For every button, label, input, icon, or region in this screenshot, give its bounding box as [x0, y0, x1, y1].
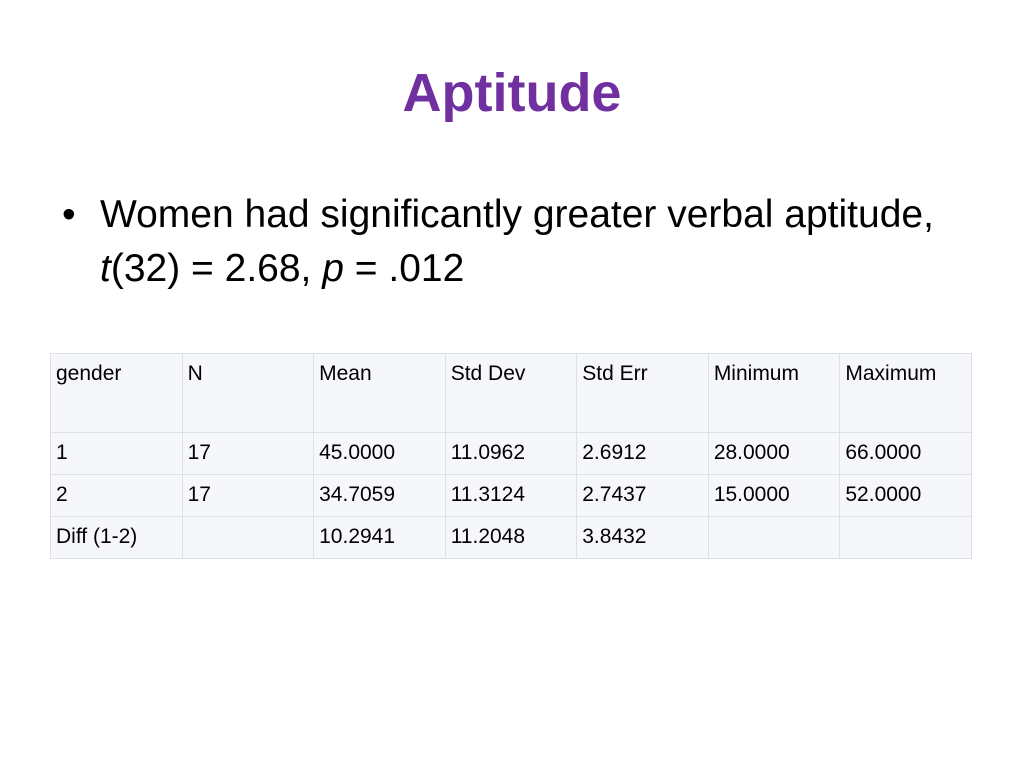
table-cell: 11.3124	[444, 474, 578, 517]
table-cell: 15.0000	[707, 474, 841, 517]
table-row: 2 17 34.7059 11.3124 2.7437 15.0000 52.0000	[50, 474, 972, 517]
table-cell: 66.0000	[839, 432, 972, 475]
table-body: gender N Mean Std Dev Std Err Minimum Maximum 1…	[50, 353, 972, 559]
text: = .012	[343, 247, 465, 290]
column-header: Mean	[313, 353, 446, 433]
table-cell: 2.7437	[576, 474, 709, 517]
table-cell: 45.0000	[313, 432, 446, 475]
table-cell: Diff (1-2)	[50, 516, 183, 559]
table-cell: 52.0000	[839, 474, 972, 517]
table-cell: 2.6912	[576, 432, 709, 475]
column-header: Minimum	[707, 353, 841, 433]
table-cell: 17	[181, 474, 315, 517]
bullet: • Women had significantly greater verbal…	[62, 188, 962, 296]
table-row: 1 17 45.0000 11.0962 2.6912 28.0000 66.0000	[50, 432, 972, 475]
column-header: Std Err	[576, 353, 709, 433]
column-header: N	[181, 353, 315, 433]
bullet-dot: •	[62, 193, 76, 236]
column-header: Maximum	[839, 353, 972, 433]
table-cell: 28.0000	[707, 432, 841, 475]
slide-title: Aptitude	[402, 63, 622, 123]
table-cell	[707, 516, 841, 559]
table-cell: 10.2941	[313, 516, 446, 559]
stats-table: gender N Mean Std Dev Std Err Minimum Maximum 1…	[50, 353, 972, 559]
column-header: gender	[50, 353, 183, 433]
table-cell: 11.2048	[444, 516, 578, 559]
table-row: Diff (1-2) 10.2941 11.2048 3.8432	[50, 516, 972, 559]
table-cell: 34.7059	[313, 474, 446, 517]
text: (32) = 2.68,	[110, 247, 323, 290]
table-cell: 11.0962	[444, 432, 578, 475]
table-cell	[839, 516, 972, 559]
table-cell: 3.8432	[576, 516, 709, 559]
header-row: gender N Mean Std Dev Std Err Minimum Maximum	[50, 353, 972, 433]
column-header: Std Dev	[444, 353, 578, 433]
table-cell: 17	[181, 432, 315, 475]
bullet-text: Women had significantly greater verbal a…	[100, 188, 962, 296]
table-cell: 1	[50, 432, 183, 475]
text: Women had significantly greater verbal a…	[100, 193, 934, 236]
table-cell: 2	[50, 474, 183, 517]
table-cell	[181, 516, 315, 559]
stat-symbol: t	[100, 247, 111, 290]
stat-symbol: p	[322, 247, 344, 290]
